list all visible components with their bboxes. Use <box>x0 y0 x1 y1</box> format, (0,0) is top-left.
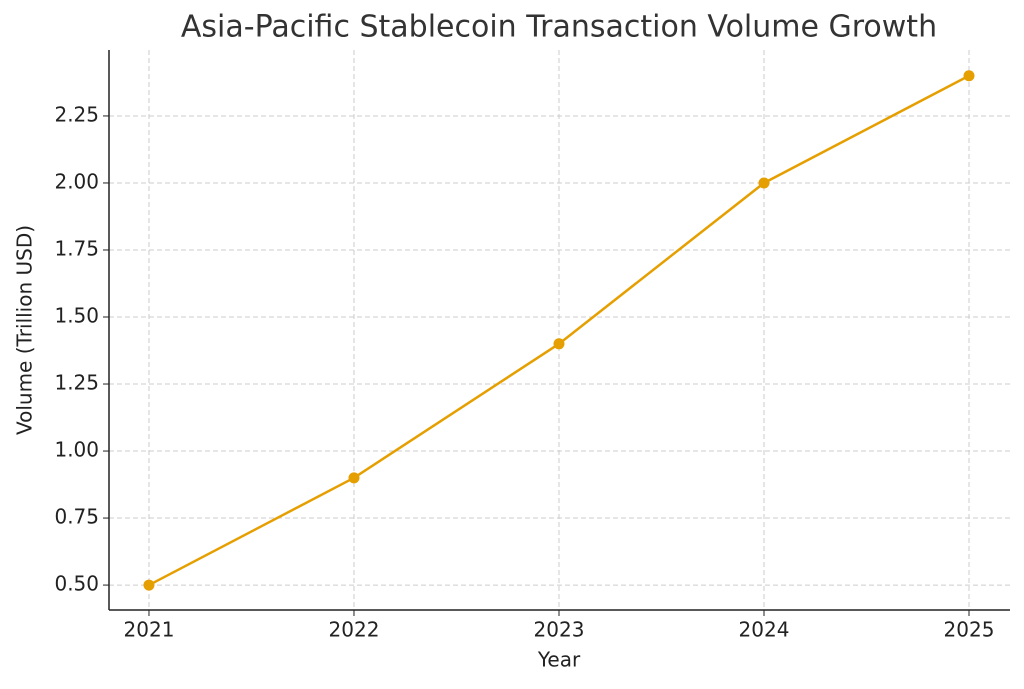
x-tick-label: 2024 <box>739 618 790 642</box>
data-point <box>758 177 770 189</box>
x-tick-label: 2025 <box>944 618 995 642</box>
data-point <box>143 579 155 591</box>
y-tick-label: 1.75 <box>54 236 99 260</box>
chart-title: Asia-Pacific Stablecoin Transaction Volu… <box>181 10 937 45</box>
y-axis-label: Volume (Trillion USD) <box>13 225 37 435</box>
data-point <box>963 70 975 82</box>
x-tick-label: 2021 <box>124 618 175 642</box>
x-tick-label: 2022 <box>329 618 380 642</box>
y-tick-label: 2.00 <box>54 169 99 193</box>
data-point <box>348 472 360 484</box>
y-tick-label: 1.25 <box>54 371 99 395</box>
y-tick-label: 2.25 <box>54 102 99 126</box>
y-tick-label: 0.75 <box>54 505 99 529</box>
data-point <box>553 338 565 350</box>
y-tick-label: 0.50 <box>54 572 99 596</box>
y-tick-label: 1.00 <box>54 438 99 462</box>
y-tick-label: 1.50 <box>54 303 99 327</box>
x-tick-label: 2023 <box>534 618 585 642</box>
x-axis-label: Year <box>537 648 581 672</box>
